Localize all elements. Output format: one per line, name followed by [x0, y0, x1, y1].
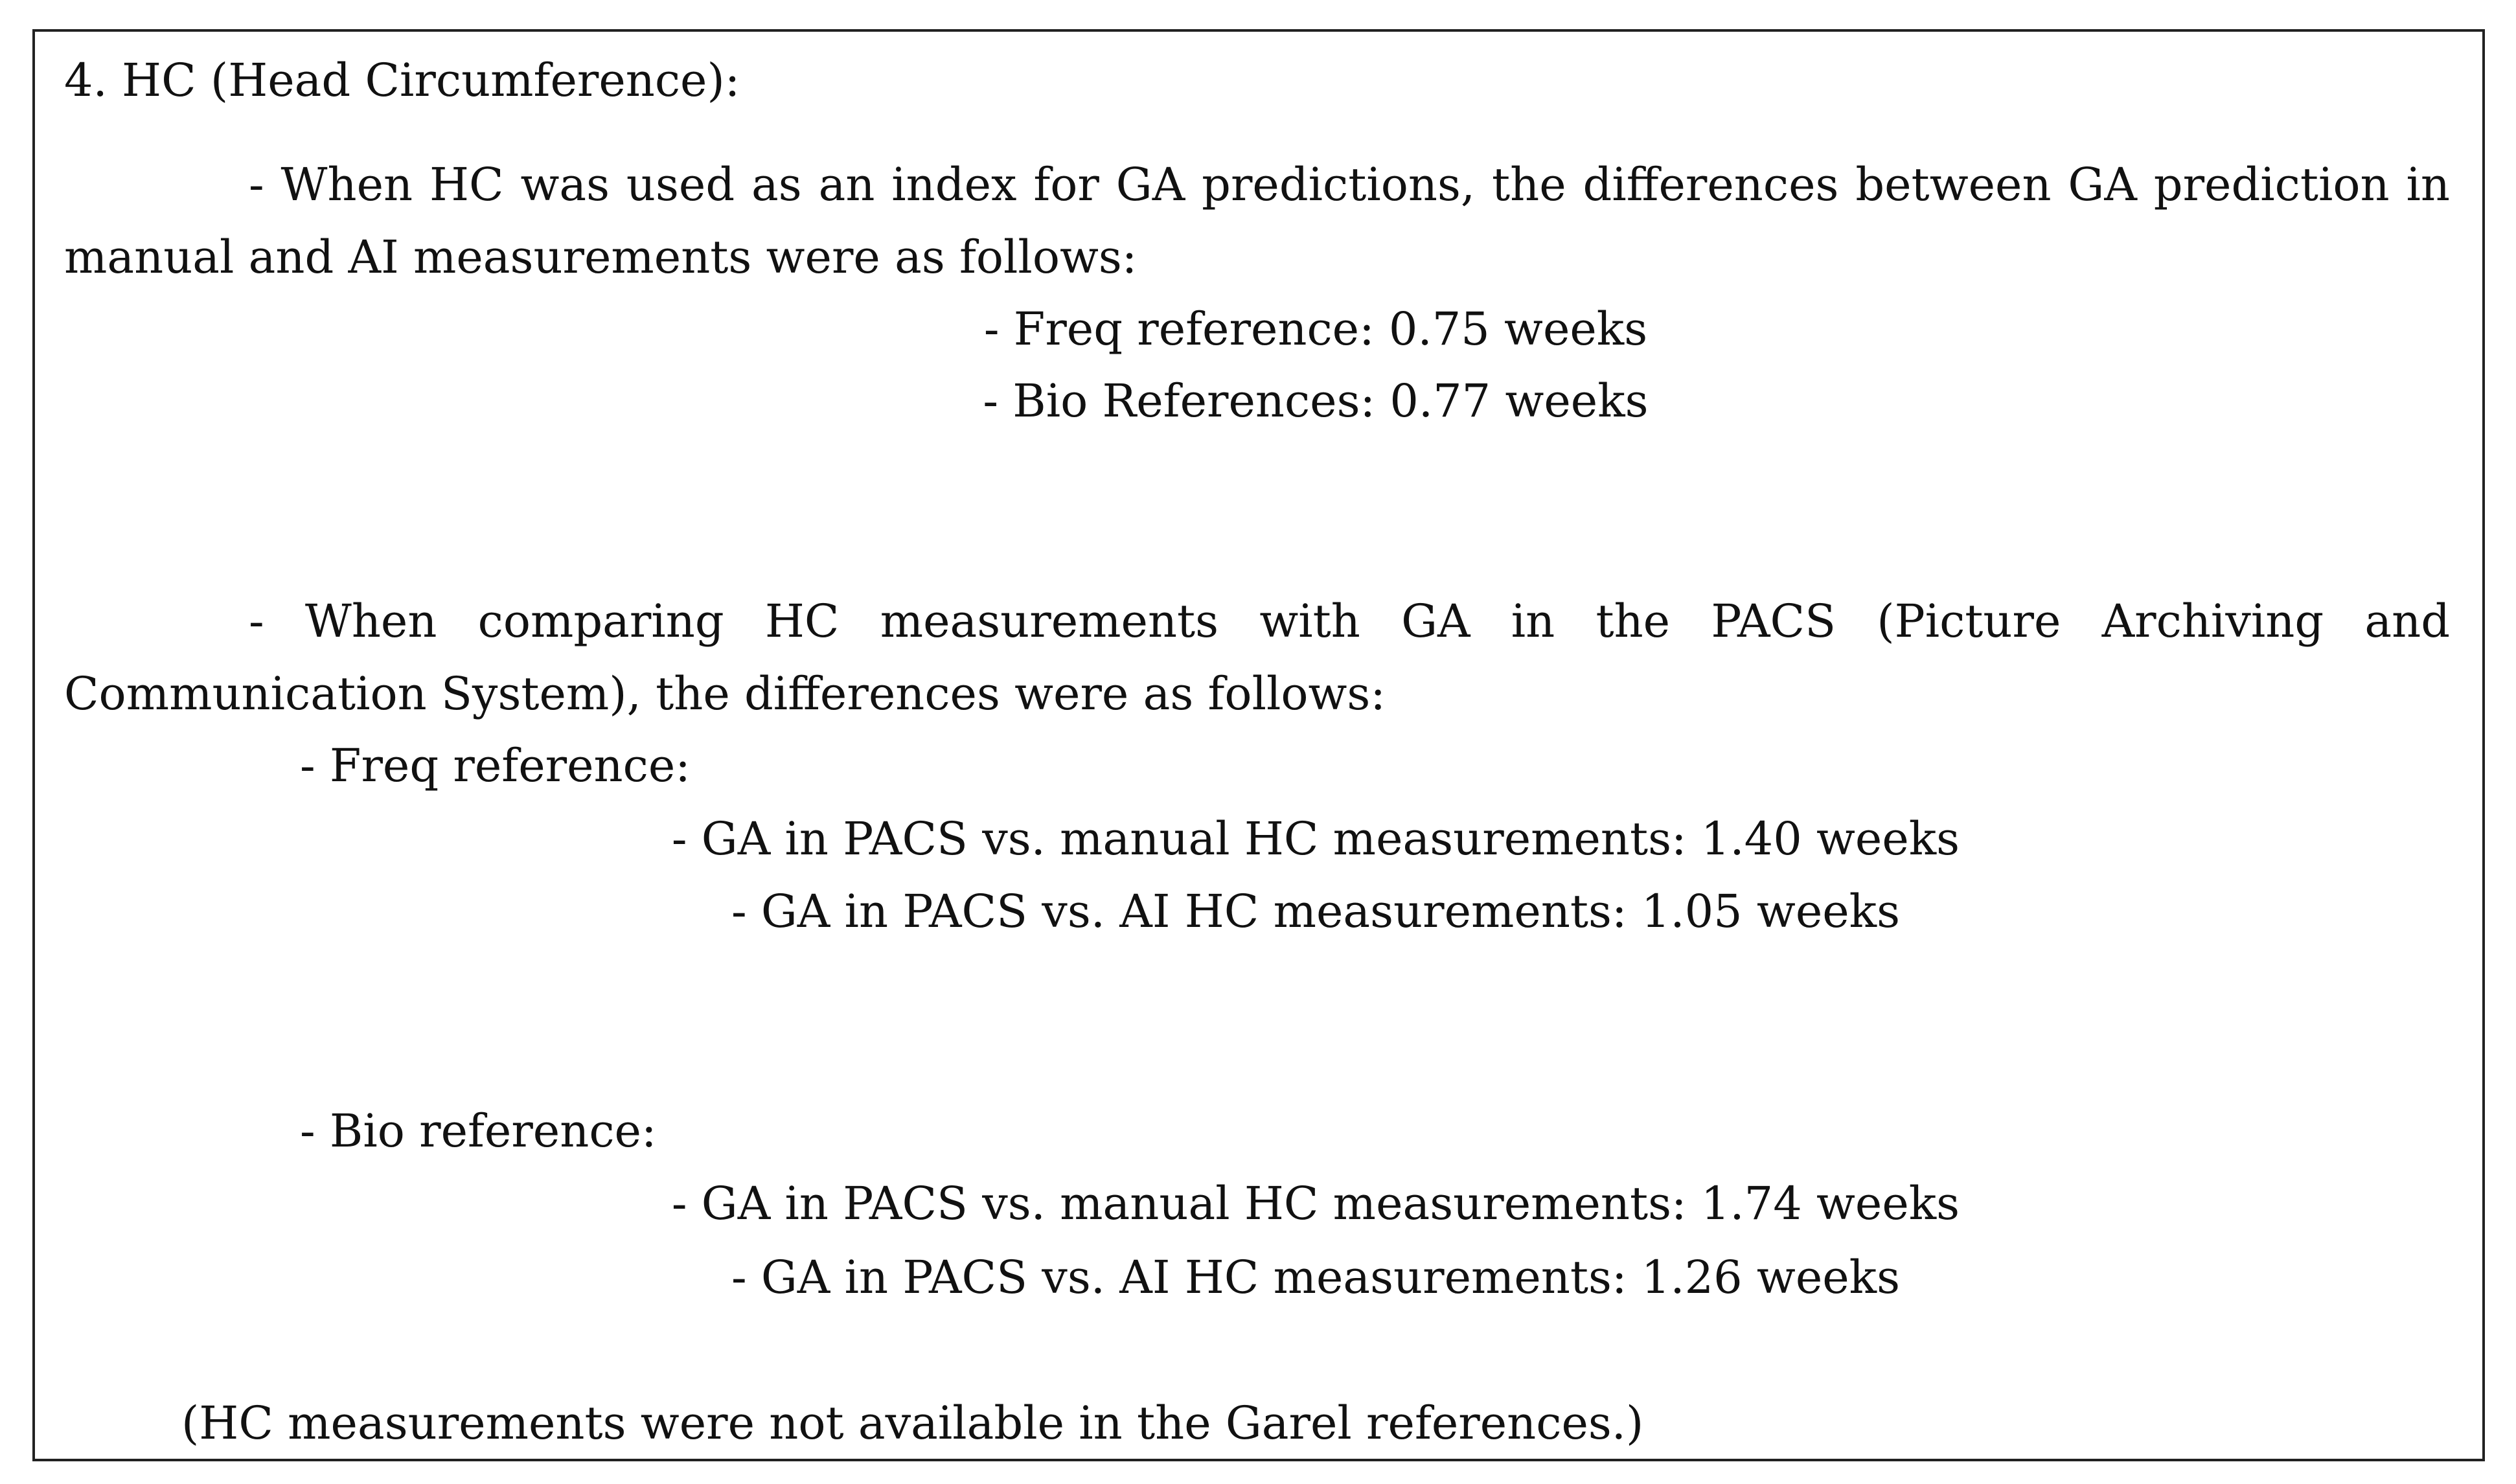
list-item: - GA in PACS vs. manual HC measurements:…: [671, 812, 1960, 865]
list-item: - Bio References: 0.77 weeks: [983, 374, 1649, 428]
list-item: - Freq reference: 0.75 weeks: [983, 303, 1648, 356]
list-item: - GA in PACS vs. AI HC measurements: 1.2…: [731, 1251, 1901, 1304]
group-label: - Freq reference:: [300, 739, 691, 792]
paragraph: - When comparing HC measurements with GA…: [64, 595, 2450, 720]
list-item: - GA in PACS vs. AI HC measurements: 1.0…: [731, 885, 1901, 938]
frame: [32, 29, 2485, 1461]
paragraph: - When HC was used as an index for GA pr…: [64, 158, 2450, 284]
heading: 4. HC (Head Circumference):: [64, 54, 740, 107]
group-label: - Bio reference:: [300, 1104, 657, 1158]
list-item: - GA in PACS vs. manual HC measurements:…: [671, 1177, 1960, 1230]
note: (HC measurements were not available in t…: [181, 1397, 1644, 1450]
